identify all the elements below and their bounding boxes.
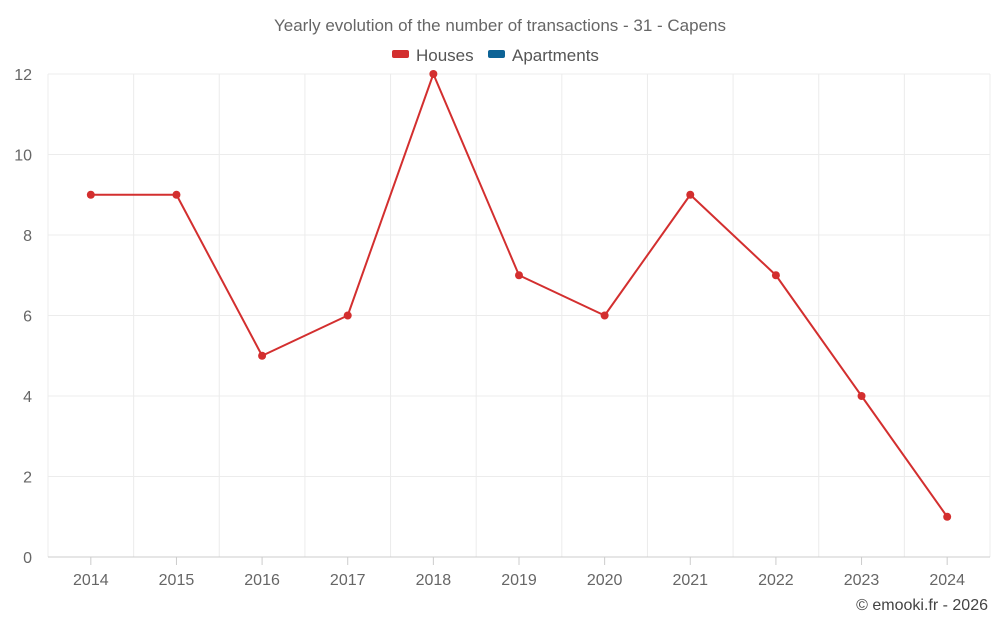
x-tick-label: 2019 (501, 572, 537, 589)
chart-title: Yearly evolution of the number of transa… (274, 16, 726, 35)
x-tick-label: 2020 (587, 572, 623, 589)
data-point-houses[interactable] (86, 190, 95, 199)
data-point-houses[interactable] (258, 351, 267, 360)
x-axis-ticks: 2014 2015 2016 2017 2018 2019 2020 2021 2022 2023… (73, 557, 965, 589)
legend-swatch-apartments (488, 50, 505, 58)
legend-swatch-houses (392, 50, 409, 58)
x-tick-label: 2021 (672, 572, 708, 589)
data-point-houses[interactable] (429, 70, 438, 78)
data-point-houses[interactable] (515, 271, 523, 280)
y-tick-label: 2 (23, 470, 32, 487)
grid (47, 73, 991, 558)
credit-text: © emooki.fr - 2026 (856, 597, 988, 614)
legend-label-apartments: Apartments (512, 46, 599, 65)
data-point-houses[interactable] (686, 190, 695, 199)
x-tick-label: 2024 (929, 572, 965, 589)
y-tick-label: 8 (23, 228, 32, 245)
legend-item-apartments[interactable]: Apartments (488, 46, 599, 65)
y-tick-label: 6 (23, 309, 32, 326)
y-tick-label: 12 (14, 67, 32, 84)
series-houses (86, 70, 952, 521)
legend: Houses Apartments (392, 46, 599, 65)
data-point-houses[interactable] (600, 311, 609, 320)
data-point-houses[interactable] (172, 190, 181, 199)
x-tick-label: 2017 (330, 572, 366, 589)
legend-label-houses: Houses (416, 46, 474, 65)
data-point-houses[interactable] (943, 512, 952, 521)
legend-item-houses[interactable]: Houses (392, 46, 474, 65)
y-tick-label: 0 (23, 550, 32, 567)
y-axis-ticks: 0 2 4 6 8 10 12 (14, 67, 32, 567)
x-tick-label: 2014 (73, 572, 109, 589)
data-point-houses[interactable] (857, 392, 866, 400)
x-tick-label: 2016 (244, 572, 280, 589)
x-tick-label: 2022 (758, 572, 794, 589)
data-point-houses[interactable] (343, 311, 352, 320)
x-tick-label: 2015 (159, 572, 195, 589)
y-tick-label: 4 (23, 389, 32, 406)
y-tick-label: 10 (14, 148, 32, 165)
x-tick-label: 2018 (416, 572, 452, 589)
data-point-houses[interactable] (771, 271, 780, 280)
x-tick-label: 2023 (844, 572, 880, 589)
